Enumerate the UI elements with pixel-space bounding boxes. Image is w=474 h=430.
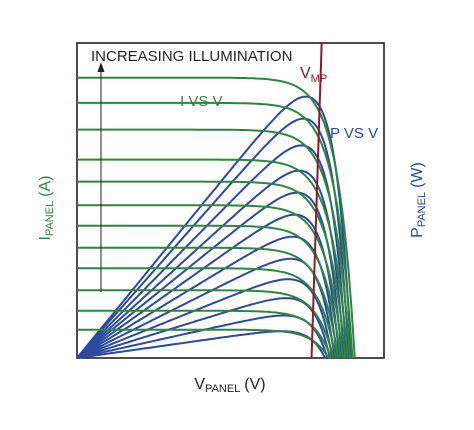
y-axis-right-label-sub: PANEL <box>416 192 428 227</box>
plot-frame <box>76 42 385 359</box>
p-vs-v-label: P VS V <box>330 125 378 142</box>
x-axis-label-unit: (V) <box>244 376 265 393</box>
x-axis-label-sub: PANEL <box>205 383 240 395</box>
x-axis-label: VPANEL (V) <box>194 376 265 395</box>
y-axis-left-label-main: I <box>37 236 54 240</box>
vmp-label-sub: MP <box>311 73 328 85</box>
i-vs-v-curve <box>77 128 352 359</box>
p-vs-v-curve <box>76 213 341 359</box>
i-vs-v-curves <box>76 76 356 359</box>
i-vs-v-curve <box>77 309 333 359</box>
p-vs-v-curve <box>76 144 348 359</box>
p-vs-v-curve <box>76 235 338 359</box>
i-vs-v-curve <box>77 246 340 359</box>
p-vs-v-curve <box>76 257 336 359</box>
p-vs-v-curve <box>76 95 353 359</box>
vmp-label-main: V <box>300 65 311 82</box>
i-vs-v-curve <box>77 289 335 359</box>
p-vs-v-curve <box>76 314 329 359</box>
vmp-label: VMP <box>300 65 327 85</box>
p-vs-v-curve <box>76 278 334 359</box>
y-axis-left-label-sub: PANEL <box>44 201 56 236</box>
increasing-illumination-label: INCREASING ILLUMINATION <box>91 48 292 65</box>
vmp-line <box>310 42 323 359</box>
x-axis-label-main: V <box>194 376 205 393</box>
i-vs-v-curve <box>76 101 354 359</box>
i-vs-v-curve <box>77 204 344 359</box>
i-vs-v-curve <box>77 267 337 359</box>
i-vs-v-curve <box>77 224 342 359</box>
y-axis-right-label: PPANEL (W) <box>409 162 428 238</box>
y-axis-right-label-main: P <box>409 227 426 238</box>
illumination-arrow-head <box>97 62 105 72</box>
p-vs-v-curve <box>76 117 350 359</box>
i-vs-v-curve <box>77 158 349 359</box>
i-vs-v-curve <box>76 76 356 359</box>
y-axis-right-label-unit: (W) <box>409 162 426 188</box>
i-vs-v-curve <box>76 328 330 359</box>
i-vs-v-curve <box>77 180 347 359</box>
y-axis-left-label-unit: (A) <box>37 175 54 196</box>
p-vs-v-curve <box>76 297 331 359</box>
i-vs-v-label: I VS V <box>180 93 223 110</box>
y-axis-left-label: IPANEL (A) <box>37 175 56 240</box>
